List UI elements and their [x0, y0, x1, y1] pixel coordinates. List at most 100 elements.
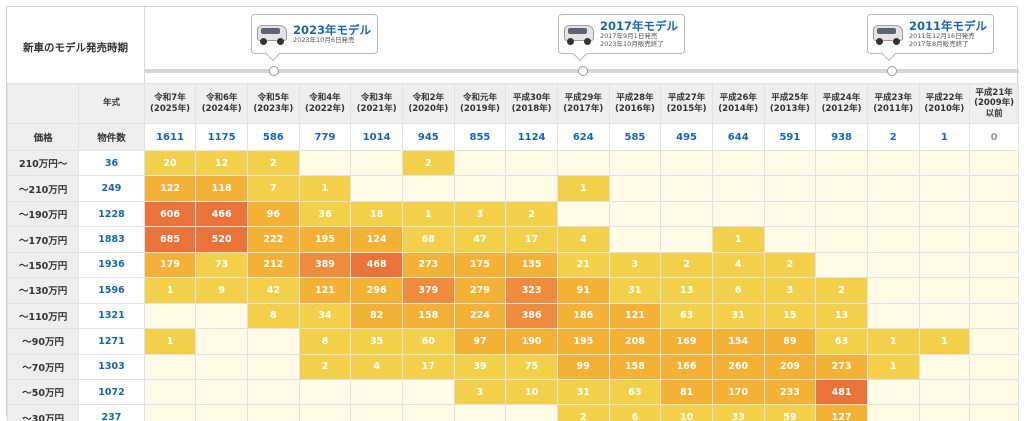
count-cell-link[interactable]: 273: [401, 251, 455, 279]
count-cell-link[interactable]: 169: [660, 328, 713, 355]
count-cell-link[interactable]: 39: [453, 353, 507, 380]
count-cell-link[interactable]: 127: [815, 404, 868, 421]
count-cell-link[interactable]: 3: [608, 251, 662, 279]
count-cell-link[interactable]: 323: [505, 277, 558, 304]
count-cell-link[interactable]: 34: [298, 302, 352, 330]
count-cell-link[interactable]: 224: [453, 302, 507, 330]
year-count-link[interactable]: 624: [556, 123, 610, 151]
count-cell-link[interactable]: 75: [505, 353, 558, 380]
year-header[interactable]: 平成27年 (2015年): [660, 83, 713, 124]
price-range-total-link[interactable]: 1596: [78, 277, 145, 304]
count-cell-link[interactable]: 7: [247, 175, 300, 202]
year-count-link[interactable]: 779: [298, 123, 352, 151]
year-count-link[interactable]: 938: [815, 123, 868, 151]
count-cell-link[interactable]: 190: [505, 328, 558, 355]
count-cell-link[interactable]: 81: [660, 378, 713, 406]
year-header[interactable]: 平成22年 (2010年): [918, 83, 971, 124]
price-range-total-link[interactable]: 1271: [78, 328, 145, 355]
count-cell-link[interactable]: 273: [815, 353, 868, 380]
count-cell-link[interactable]: 158: [401, 302, 455, 330]
count-cell-link[interactable]: 122: [143, 175, 197, 202]
count-cell-link[interactable]: 154: [711, 328, 765, 355]
count-cell-link[interactable]: 166: [660, 353, 713, 380]
year-count-link[interactable]: 1014: [350, 123, 403, 151]
count-cell-link[interactable]: 1: [143, 277, 197, 304]
price-range-total-link[interactable]: 36: [78, 149, 145, 177]
timeline-marker-2023[interactable]: [269, 66, 279, 76]
count-cell-link[interactable]: 89: [763, 328, 817, 355]
count-cell-link[interactable]: 135: [505, 251, 558, 279]
count-cell-link[interactable]: 3: [453, 378, 507, 406]
year-header[interactable]: 令和2年 (2020年): [401, 83, 455, 124]
count-cell-link[interactable]: 13: [815, 302, 868, 330]
count-cell-link[interactable]: 60: [401, 328, 455, 355]
year-header[interactable]: 平成24年 (2012年): [815, 83, 868, 124]
count-cell-link[interactable]: 97: [453, 328, 507, 355]
count-cell-link[interactable]: 13: [660, 277, 713, 304]
price-range-total-link[interactable]: 249: [78, 175, 145, 202]
year-count-link[interactable]: 591: [763, 123, 817, 151]
count-cell-link[interactable]: 195: [298, 226, 352, 253]
count-cell-link[interactable]: 63: [608, 378, 662, 406]
count-cell-link[interactable]: 68: [401, 226, 455, 253]
year-header[interactable]: 平成21年 (2009年) 以前: [969, 83, 1019, 124]
count-cell-link[interactable]: 31: [711, 302, 765, 330]
count-cell-link[interactable]: 1: [401, 200, 455, 228]
count-cell-link[interactable]: 2: [298, 353, 352, 380]
count-cell-link[interactable]: 21: [556, 251, 610, 279]
count-cell-link[interactable]: 389: [298, 251, 352, 279]
year-header[interactable]: 令和6年 (2024年): [195, 83, 248, 124]
count-cell-link[interactable]: 1: [866, 328, 920, 355]
count-cell-link[interactable]: 124: [350, 226, 403, 253]
count-cell-link[interactable]: 379: [401, 277, 455, 304]
count-cell-link[interactable]: 481: [815, 378, 868, 406]
count-cell-link[interactable]: 10: [505, 378, 558, 406]
year-count-link[interactable]: 644: [711, 123, 765, 151]
price-range-total-link[interactable]: 1321: [78, 302, 145, 330]
count-cell-link[interactable]: 31: [608, 277, 662, 304]
count-cell-link[interactable]: 260: [711, 353, 765, 380]
year-header[interactable]: 令和元年 (2019年): [453, 83, 507, 124]
year-header[interactable]: 平成28年 (2016年): [608, 83, 662, 124]
timeline-marker-2017[interactable]: [578, 66, 588, 76]
year-count-link[interactable]: 2: [866, 123, 920, 151]
count-cell-link[interactable]: 1: [711, 226, 765, 253]
count-cell-link[interactable]: 466: [195, 200, 248, 228]
count-cell-link[interactable]: 208: [608, 328, 662, 355]
count-cell-link[interactable]: 1: [143, 328, 197, 355]
year-count-link[interactable]: 585: [608, 123, 662, 151]
price-range-total-link[interactable]: 1228: [78, 200, 145, 228]
count-cell-link[interactable]: 63: [815, 328, 868, 355]
count-cell-link[interactable]: 170: [711, 378, 765, 406]
count-cell-link[interactable]: 1: [918, 328, 971, 355]
count-cell-link[interactable]: 3: [763, 277, 817, 304]
count-cell-link[interactable]: 296: [350, 277, 403, 304]
count-cell-link[interactable]: 2: [247, 149, 300, 177]
count-cell-link[interactable]: 209: [763, 353, 817, 380]
count-cell-link[interactable]: 233: [763, 378, 817, 406]
count-cell-link[interactable]: 118: [195, 175, 248, 202]
count-cell-link[interactable]: 33: [711, 404, 765, 421]
count-cell-link[interactable]: 59: [763, 404, 817, 421]
price-range-total-link[interactable]: 1303: [78, 353, 145, 380]
count-cell-link[interactable]: 279: [453, 277, 507, 304]
count-cell-link[interactable]: 31: [556, 378, 610, 406]
year-count-link[interactable]: 1611: [143, 123, 197, 151]
count-cell-link[interactable]: 2: [401, 149, 455, 177]
year-count-link[interactable]: 945: [401, 123, 455, 151]
count-cell-link[interactable]: 195: [556, 328, 610, 355]
count-cell-link[interactable]: 82: [350, 302, 403, 330]
count-cell-link[interactable]: 6: [711, 277, 765, 304]
year-header[interactable]: 平成23年 (2011年): [866, 83, 920, 124]
count-cell-link[interactable]: 17: [401, 353, 455, 380]
year-header[interactable]: 令和4年 (2022年): [298, 83, 352, 124]
year-count-link[interactable]: 1: [918, 123, 971, 151]
count-cell-link[interactable]: 47: [453, 226, 507, 253]
count-cell-link[interactable]: 4: [556, 226, 610, 253]
price-range-total-link[interactable]: 1936: [78, 251, 145, 279]
count-cell-link[interactable]: 3: [453, 200, 507, 228]
count-cell-link[interactable]: 186: [556, 302, 610, 330]
count-cell-link[interactable]: 222: [247, 226, 300, 253]
count-cell-link[interactable]: 4: [711, 251, 765, 279]
count-cell-link[interactable]: 2: [660, 251, 713, 279]
